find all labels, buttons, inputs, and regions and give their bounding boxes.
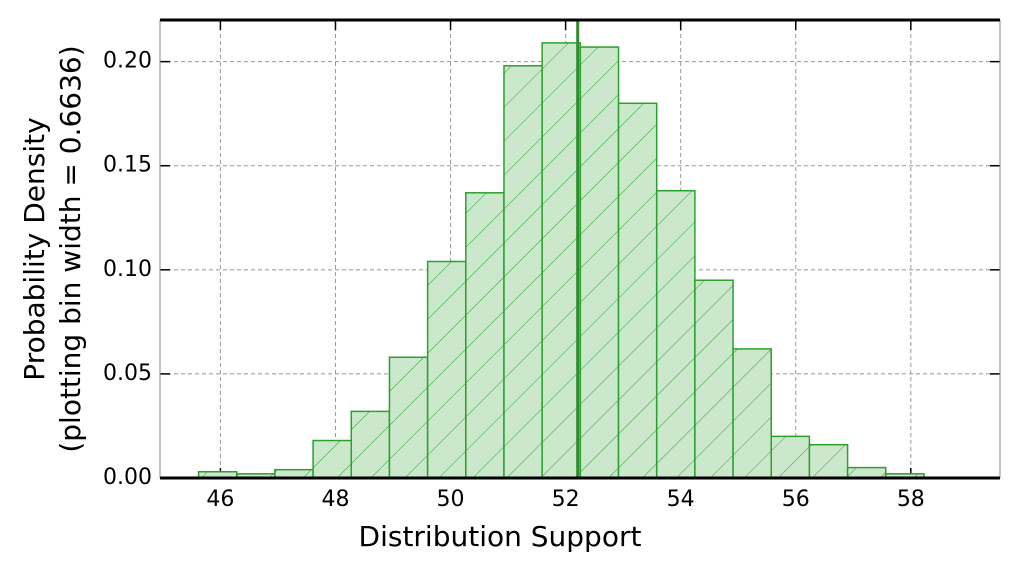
histogram-hatch: [312, 439, 353, 479]
x-tick-label: 56: [782, 487, 810, 512]
histogram-hatch: [770, 435, 811, 479]
histogram-hatch: [655, 189, 696, 479]
histogram-hatch: [694, 279, 734, 479]
histogram-hatch: [465, 192, 505, 479]
x-tick-label: 48: [321, 487, 349, 512]
histogram-hatch: [388, 356, 429, 479]
histogram-hatch: [579, 46, 620, 479]
y-tick-label: 0.00: [103, 465, 152, 490]
histogram-hatch: [426, 260, 467, 479]
x-tick-label: 58: [897, 487, 925, 512]
histogram-hatch: [808, 443, 849, 479]
histogram-hatch: [846, 466, 887, 479]
histogram-hatch: [350, 410, 391, 479]
y-tick-label: 0.10: [103, 257, 152, 282]
x-tick-label: 46: [206, 487, 234, 512]
x-axis-label: Distribution Support: [359, 520, 642, 553]
x-tick-label: 50: [437, 487, 465, 512]
x-tick-label: 54: [667, 487, 695, 512]
histogram-hatch: [617, 102, 658, 479]
histogram-hatch: [503, 65, 543, 479]
histogram-hatch: [732, 348, 772, 479]
y-axis-label: (plotting bin width = 0.6636): [54, 45, 87, 452]
y-tick-label: 0.20: [103, 49, 152, 74]
y-tick-label: 0.05: [103, 361, 152, 386]
x-tick-label: 52: [552, 487, 580, 512]
y-tick-label: 0.15: [103, 153, 152, 178]
y-axis-label: Probability Density: [18, 117, 51, 380]
histogram-hatch: [541, 42, 582, 479]
